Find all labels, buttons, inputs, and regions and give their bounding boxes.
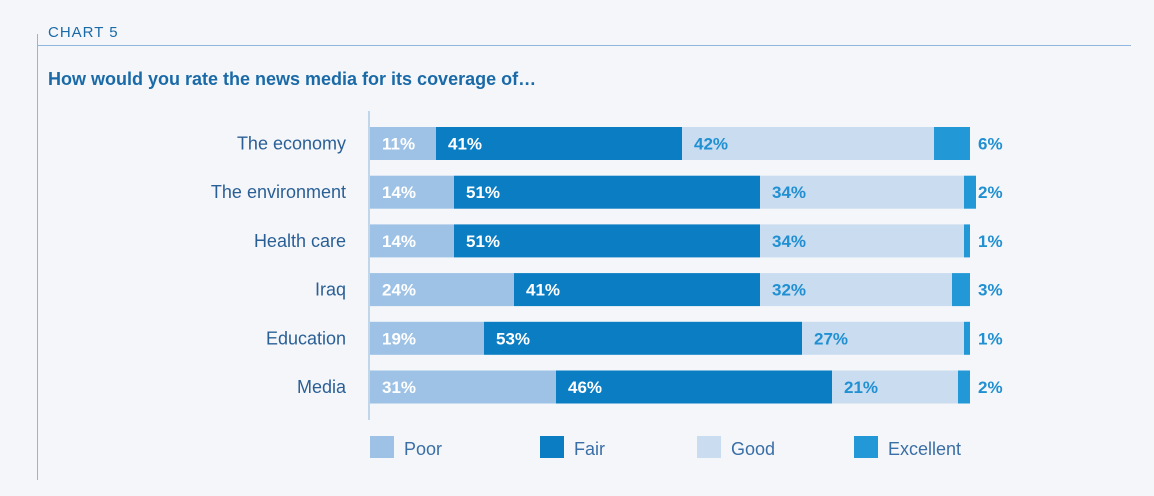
chart-title: How would you rate the news media for it… <box>48 69 537 89</box>
bar-segment-fair <box>454 224 760 258</box>
bar-segment-excellent <box>958 370 970 404</box>
bar-segment-fair <box>454 175 760 209</box>
legend-swatch-fair <box>540 436 564 458</box>
value-label-poor: 14% <box>382 183 416 202</box>
bar-segment-fair <box>436 127 682 160</box>
legend-label-fair: Fair <box>574 439 605 459</box>
value-label-fair: 51% <box>466 232 500 251</box>
value-label-excellent: 6% <box>978 135 1003 154</box>
legend-label-excellent: Excellent <box>888 439 962 459</box>
category-label: Iraq <box>315 280 346 300</box>
value-label-good: 34% <box>772 232 806 251</box>
bar-segment-excellent <box>964 321 970 355</box>
value-label-good: 27% <box>814 329 848 348</box>
bar-segment-good <box>760 175 964 209</box>
value-label-poor: 31% <box>382 378 416 397</box>
value-label-good: 21% <box>844 378 878 397</box>
bar-segment-poor <box>370 273 514 307</box>
bar-segment-good <box>832 370 958 404</box>
category-label: The environment <box>211 182 346 202</box>
bar-segment-good <box>802 321 964 355</box>
chart-number-label: CHART 5 <box>48 24 119 41</box>
value-label-good: 42% <box>694 135 728 154</box>
value-label-fair: 46% <box>568 378 602 397</box>
value-label-poor: 14% <box>382 232 416 251</box>
bar-segment-good <box>682 127 934 160</box>
value-label-excellent: 3% <box>978 281 1003 300</box>
legend-swatch-excellent <box>854 436 878 458</box>
value-label-excellent: 1% <box>978 329 1003 348</box>
bar-segment-excellent <box>934 127 970 160</box>
bar-segment-excellent <box>964 175 976 209</box>
bar-segment-good <box>760 273 952 307</box>
value-label-fair: 41% <box>526 281 560 300</box>
legend-swatch-poor <box>370 436 394 458</box>
value-label-poor: 19% <box>382 329 416 348</box>
legend-label-poor: Poor <box>404 439 443 459</box>
value-label-excellent: 1% <box>978 232 1003 251</box>
value-label-poor: 24% <box>382 281 416 300</box>
category-label: Health care <box>254 231 346 251</box>
bar-segment-poor <box>370 370 556 404</box>
bar-segment-poor <box>370 224 454 258</box>
value-label-fair: 41% <box>448 135 482 154</box>
header-divider <box>37 45 1131 46</box>
value-label-good: 34% <box>772 183 806 202</box>
bar-segment-poor <box>370 127 436 160</box>
bar-segment-excellent <box>964 224 970 258</box>
left-rule <box>37 34 38 480</box>
bar-segment-fair <box>556 370 832 404</box>
legend-label-good: Good <box>731 439 776 459</box>
value-label-fair: 53% <box>496 329 530 348</box>
legend-swatch-good <box>697 436 721 458</box>
category-label: Education <box>266 328 346 348</box>
value-label-fair: 51% <box>466 183 500 202</box>
bar-segment-poor <box>370 175 454 209</box>
bar-segment-good <box>760 224 964 258</box>
category-label: Media <box>297 377 347 397</box>
value-label-poor: 11% <box>382 135 415 154</box>
value-label-excellent: 2% <box>978 183 1003 202</box>
value-label-excellent: 2% <box>978 378 1003 397</box>
bar-segment-excellent <box>952 273 970 307</box>
category-label: The economy <box>237 134 346 154</box>
bar-segment-fair <box>514 273 760 307</box>
bar-segment-poor <box>370 321 484 355</box>
value-label-good: 32% <box>772 281 806 300</box>
bar-segment-fair <box>484 321 802 355</box>
